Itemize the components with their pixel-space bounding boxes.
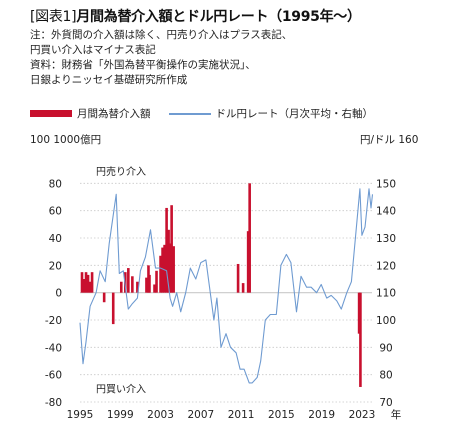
legend-bar-swatch xyxy=(30,110,72,117)
legend-bar-label: 月間為替介入額 xyxy=(77,108,151,120)
source-line: 資料：財務省「外国為替平衡操作の実施状況」、 xyxy=(30,59,256,71)
x-tick-label: 2003 xyxy=(147,409,174,421)
annotation-yen-selling: 円売り介入 xyxy=(96,165,146,178)
intervention-bar xyxy=(246,231,250,293)
source-line: 日銀よりニッセイ基礎研究所作成 xyxy=(30,74,188,86)
note-line: 円買い介入はマイナス表記 xyxy=(30,44,156,56)
x-tick-label: 1999 xyxy=(107,409,134,421)
left-tick-label: 60 xyxy=(49,206,62,218)
right-tick-label: 120 xyxy=(376,260,396,272)
intervention-bar xyxy=(165,207,168,293)
x-tick-label: 2019 xyxy=(308,409,335,421)
x-tick-label: 1995 xyxy=(67,409,94,421)
right-tick-label: 80 xyxy=(379,370,392,382)
x-tick-label: 2015 xyxy=(268,409,295,421)
annotation-yen-buying: 円買い介入 xyxy=(96,383,146,395)
left-tick-label: 0 xyxy=(55,288,62,300)
intervention-bar xyxy=(167,229,170,293)
intervention-bar xyxy=(148,274,151,293)
usdjpy-line xyxy=(79,188,374,384)
intervention-bar xyxy=(127,268,130,293)
intervention-bar xyxy=(82,279,86,293)
x-tick-label: 2011 xyxy=(228,409,255,421)
intervention-bar xyxy=(88,281,92,293)
legend-line-swatch xyxy=(168,112,211,115)
right-tick-label: 90 xyxy=(379,342,392,354)
intervention-bar xyxy=(241,283,245,293)
intervention-bar xyxy=(172,246,175,293)
chart-title: [図表1]月間為替介入額とドル円レート（1995年〜） xyxy=(30,6,361,26)
right-tick-label: 140 xyxy=(376,206,396,218)
intervention-bar xyxy=(357,292,361,334)
right-tick-label: 70 xyxy=(379,397,392,409)
intervention-bar xyxy=(90,272,94,293)
note-line: 注：外貨間の介入額は除く、円売り介入はプラス表記、 xyxy=(30,29,293,41)
figure-tag: [図表1] xyxy=(30,9,77,25)
left-tick-label: -20 xyxy=(45,315,62,327)
x-unit-label: 年 xyxy=(391,408,402,421)
left-tick-label: -60 xyxy=(45,370,62,382)
intervention-bar xyxy=(248,183,251,293)
intervention-bar xyxy=(145,277,148,293)
left-tick-label: -80 xyxy=(45,397,62,409)
intervention-bar xyxy=(111,292,115,325)
intervention-bar xyxy=(84,272,88,293)
left-tick-label: -40 xyxy=(45,342,62,354)
legend-line-label: ドル円レート（月次平均・右軸） xyxy=(215,108,374,120)
intervention-bar xyxy=(155,270,158,293)
x-tick-label: 2023 xyxy=(349,409,376,421)
left-tick-label: 80 xyxy=(49,178,62,190)
intervention-bar xyxy=(153,284,156,293)
right-tick-label: 150 xyxy=(376,178,396,190)
intervention-bar xyxy=(102,292,106,303)
intervention-bar xyxy=(168,243,172,293)
left-axis-label: 100 1000億円 xyxy=(30,134,102,146)
x-tick-label: 2007 xyxy=(187,409,214,421)
intervention-bar xyxy=(170,205,173,293)
intervention-bar xyxy=(119,281,123,293)
intervention-bar xyxy=(86,274,90,293)
intervention-bar xyxy=(159,255,162,293)
right-axis-label: 円/ドル 160 xyxy=(360,134,419,146)
intervention-bar xyxy=(136,281,139,293)
right-tick-label: 130 xyxy=(376,233,396,245)
intervention-bar xyxy=(80,272,84,293)
intervention-bar xyxy=(359,292,362,387)
right-tick-label: 110 xyxy=(376,288,396,300)
intervention-bar xyxy=(163,244,166,293)
left-tick-label: 40 xyxy=(49,233,62,245)
intervention-bar xyxy=(236,263,240,293)
intervention-bar xyxy=(131,276,134,293)
chart-legend: 月間為替介入額 ドル円レート（月次平均・右軸） xyxy=(30,106,373,121)
intervention-bar xyxy=(161,247,164,293)
left-tick-label: 20 xyxy=(49,260,62,272)
title-text: 月間為替介入額とドル円レート（1995年〜） xyxy=(76,9,361,25)
chart-notes: 注：外貨間の介入額は除く、円売り介入はプラス表記、 円買い介入はマイナス表記 資… xyxy=(30,28,292,88)
right-tick-label: 100 xyxy=(376,315,396,327)
